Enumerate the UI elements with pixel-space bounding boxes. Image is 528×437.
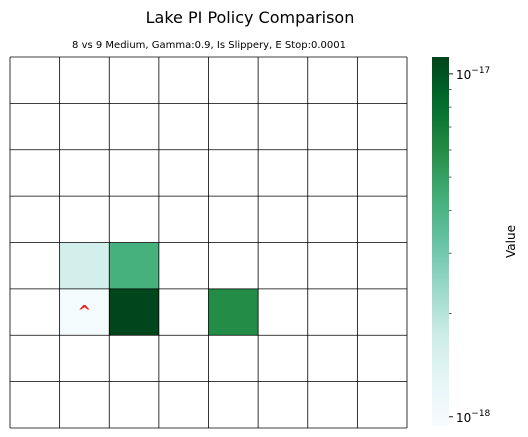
colorbar-gradient — [432, 57, 449, 426]
colorbar-tick-label: 10−17 — [456, 66, 490, 82]
heatmap-cell-5-4 — [208, 288, 259, 336]
heatmap-cell-5-2 — [109, 288, 159, 336]
heatmap-cell-4-1 — [59, 242, 110, 289]
colorbar-label: Value — [504, 225, 518, 258]
heatmap-cells — [59, 242, 259, 336]
heatmap-cell-5-1 — [59, 288, 110, 336]
cell-annotation: ^ — [78, 302, 91, 321]
colorbar-tick-label: 10−18 — [456, 409, 491, 425]
heatmap-grid — [9, 56, 408, 429]
colorbar: 10−18 10−17 Value — [432, 57, 518, 426]
heatmap-annotations: ^ — [78, 302, 91, 321]
heatmap-cell-4-2 — [109, 242, 159, 289]
chart-title: Lake PI Policy Comparison — [145, 8, 355, 27]
chart-subtitle: 8 vs 9 Medium, Gamma:0.9, Is Slippery, E… — [72, 40, 346, 51]
